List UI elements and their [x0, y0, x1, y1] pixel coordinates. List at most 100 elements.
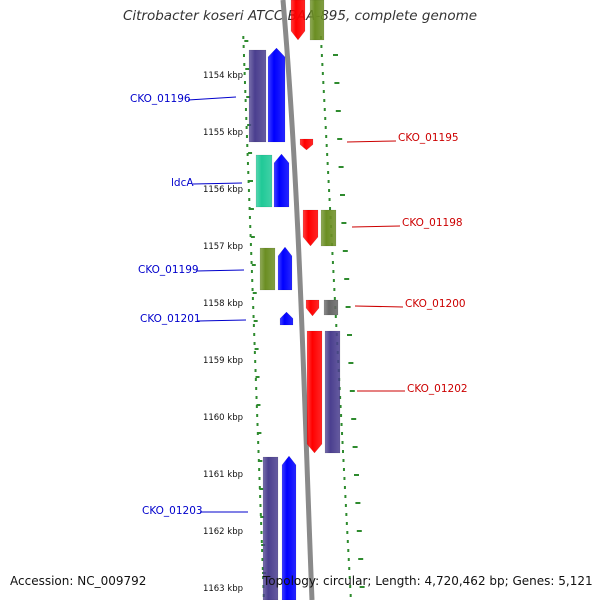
- boundary-dot: [249, 243, 252, 246]
- boundary-dot: [253, 333, 256, 336]
- ruler-dash: [248, 152, 253, 154]
- gene-arrow: [302, 209, 319, 247]
- ruler-dash: [256, 404, 261, 406]
- ruler-tick-label: 1156 kbp: [203, 185, 243, 195]
- ruler-tick-label: 1163 kbp: [203, 584, 243, 594]
- boundary-dot: [244, 99, 247, 102]
- boundary-dot: [334, 315, 337, 318]
- ruler-dash: [246, 96, 251, 98]
- boundary-dot: [349, 585, 352, 588]
- ruler-dash: [354, 474, 359, 476]
- boundary-dot: [348, 576, 351, 579]
- ruler-tick-label: 1155 kbp: [203, 128, 243, 138]
- gene-label-leader: [346, 140, 397, 143]
- boundary-dot: [344, 495, 347, 498]
- boundary-dot: [245, 117, 248, 120]
- gene-arrow: [306, 330, 323, 454]
- boundary-dot: [261, 549, 264, 552]
- ruler-dash: [245, 68, 250, 70]
- boundary-dot: [324, 117, 327, 120]
- boundary-dot: [259, 513, 262, 516]
- boundary-dot: [328, 189, 331, 192]
- boundary-dot: [246, 144, 249, 147]
- gene-arrow: [324, 330, 341, 454]
- ruler-dash: [255, 376, 260, 378]
- boundary-dot: [347, 549, 350, 552]
- ruler-dash: [333, 54, 338, 56]
- boundary-dot: [342, 468, 345, 471]
- boundary-dot: [326, 162, 329, 165]
- boundary-dot: [254, 378, 257, 381]
- boundary-dot: [326, 153, 329, 156]
- boundary-dot: [331, 261, 334, 264]
- ruler-tick-label: 1161 kbp: [203, 470, 243, 480]
- boundary-dot: [345, 513, 348, 516]
- boundary-dot: [258, 486, 261, 489]
- boundary-dot: [251, 297, 254, 300]
- boundary-dot: [335, 324, 338, 327]
- boundary-dot: [243, 63, 246, 66]
- gene-label-leader: [187, 96, 237, 101]
- gene-labels: CKO_01196 ldcA CKO_01199 CKO_01201 CKO_01203…: [130, 93, 468, 517]
- ruler-dash: [335, 110, 341, 112]
- boundary-dot: [254, 369, 257, 372]
- boundary-dot: [261, 558, 264, 561]
- boundary-dot: [253, 342, 256, 345]
- ruler-dash: [347, 334, 352, 336]
- boundary-dot: [333, 288, 336, 291]
- boundary-dot: [340, 414, 343, 417]
- boundary-dot: [346, 540, 349, 543]
- boundary-dot: [341, 441, 344, 444]
- boundary-dot: [346, 531, 349, 534]
- boundary-dot: [258, 468, 261, 471]
- boundary-dot: [245, 135, 248, 138]
- ruler-dash: [352, 446, 358, 448]
- boundary-dot: [259, 504, 262, 507]
- ruler-dash: [244, 40, 249, 42]
- gene-arrow: [259, 247, 276, 291]
- boundary-dot: [255, 387, 258, 390]
- boundary-dot: [331, 252, 334, 255]
- boundary-dot: [349, 594, 352, 597]
- gene-arrow: [309, 0, 325, 41]
- boundary-dot: [247, 171, 250, 174]
- boundary-dot: [247, 180, 250, 183]
- ruler-dash: [338, 166, 344, 168]
- gene-arrow: [299, 138, 314, 151]
- ruler-dash: [341, 222, 347, 224]
- ruler-dash: [251, 264, 256, 266]
- boundary-dot: [260, 540, 263, 543]
- boundary-dot: [348, 567, 351, 570]
- ruler-dash: [358, 558, 364, 560]
- ruler-dash: [351, 418, 357, 420]
- gene-label: CKO_01201: [140, 313, 201, 325]
- boundary-dot: [341, 432, 344, 435]
- accession-text: Accession: NC_009792: [10, 574, 147, 588]
- boundary-dot: [250, 252, 253, 255]
- boundary-dot: [246, 153, 249, 156]
- boundary-dot: [339, 405, 342, 408]
- boundary-dot: [324, 126, 327, 129]
- boundary-dot: [339, 396, 342, 399]
- boundary-dot: [242, 45, 245, 48]
- boundary-dot: [251, 279, 254, 282]
- ruler-dash: [249, 180, 253, 182]
- boundary-dot: [325, 144, 328, 147]
- ruler-dash: [254, 348, 259, 350]
- boundary-dot: [260, 531, 263, 534]
- boundary-dot: [251, 288, 254, 291]
- boundary-dot: [252, 324, 255, 327]
- boundary-dot: [327, 180, 330, 183]
- gene-label: ldcA: [171, 177, 194, 189]
- boundary-dot: [325, 135, 328, 138]
- boundary-dot: [321, 63, 324, 66]
- boundary-dot: [242, 54, 245, 57]
- ruler-dash: [345, 306, 351, 308]
- boundary-dot: [342, 459, 345, 462]
- boundary-dot: [252, 315, 255, 318]
- ruler-dash: [359, 586, 365, 588]
- boundary-dot: [252, 306, 255, 309]
- gene-label: CKO_01196: [130, 93, 191, 105]
- genome-backbone-line: [280, 0, 315, 600]
